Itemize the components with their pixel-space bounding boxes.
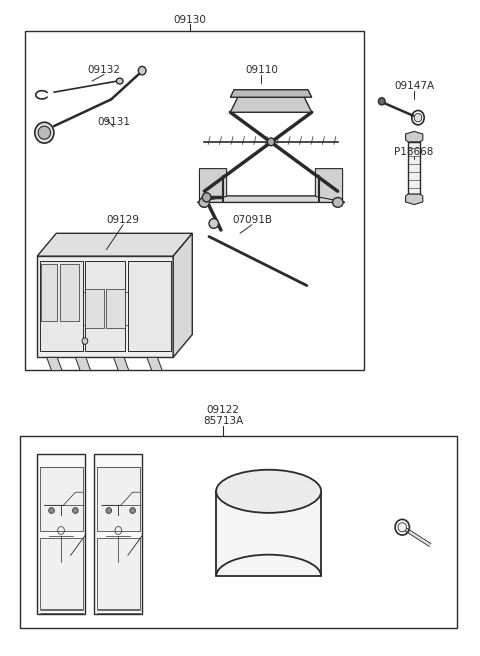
Bar bbox=[97, 467, 140, 531]
Polygon shape bbox=[39, 261, 83, 351]
Bar bbox=[85, 289, 104, 328]
Bar bbox=[107, 289, 124, 328]
Ellipse shape bbox=[130, 508, 135, 514]
Polygon shape bbox=[147, 358, 162, 371]
Bar bbox=[37, 454, 85, 614]
Bar bbox=[95, 454, 142, 614]
Text: 09132: 09132 bbox=[87, 65, 120, 75]
Bar bbox=[40, 264, 57, 321]
Ellipse shape bbox=[414, 113, 422, 122]
Text: 09122: 09122 bbox=[207, 405, 240, 415]
Bar bbox=[60, 264, 79, 321]
Ellipse shape bbox=[398, 523, 407, 532]
Polygon shape bbox=[114, 358, 129, 371]
Text: 07091B: 07091B bbox=[232, 215, 272, 225]
Ellipse shape bbox=[35, 122, 54, 143]
Ellipse shape bbox=[209, 218, 218, 228]
Bar bbox=[216, 491, 321, 576]
Bar bbox=[39, 467, 83, 531]
Text: 09110: 09110 bbox=[245, 65, 278, 75]
Polygon shape bbox=[230, 97, 312, 112]
Ellipse shape bbox=[138, 66, 146, 75]
Ellipse shape bbox=[72, 508, 78, 514]
Polygon shape bbox=[37, 256, 173, 358]
Text: 09130: 09130 bbox=[173, 14, 206, 25]
Ellipse shape bbox=[82, 338, 88, 344]
Ellipse shape bbox=[199, 197, 209, 207]
Polygon shape bbox=[199, 169, 227, 201]
Polygon shape bbox=[406, 131, 423, 142]
Ellipse shape bbox=[378, 98, 385, 105]
Ellipse shape bbox=[333, 197, 343, 207]
Text: 09129: 09129 bbox=[107, 215, 140, 225]
Ellipse shape bbox=[267, 138, 275, 146]
Ellipse shape bbox=[116, 78, 123, 84]
Polygon shape bbox=[85, 261, 125, 351]
Polygon shape bbox=[47, 358, 62, 371]
Text: P18668: P18668 bbox=[395, 147, 434, 157]
Polygon shape bbox=[75, 358, 91, 371]
Bar bbox=[97, 539, 140, 609]
Polygon shape bbox=[128, 261, 171, 351]
Ellipse shape bbox=[38, 126, 50, 139]
Polygon shape bbox=[315, 169, 343, 201]
Bar bbox=[21, 436, 457, 628]
Bar bbox=[25, 31, 364, 371]
Polygon shape bbox=[37, 234, 192, 256]
Text: 85713A: 85713A bbox=[203, 416, 243, 426]
Text: 09147A: 09147A bbox=[394, 81, 434, 91]
Bar bbox=[408, 142, 420, 194]
Text: 09131: 09131 bbox=[97, 117, 130, 127]
Ellipse shape bbox=[106, 508, 112, 514]
Ellipse shape bbox=[48, 508, 54, 514]
Ellipse shape bbox=[202, 193, 211, 202]
Ellipse shape bbox=[216, 470, 321, 513]
Polygon shape bbox=[173, 234, 192, 358]
Polygon shape bbox=[406, 194, 423, 205]
Polygon shape bbox=[230, 90, 312, 97]
Bar bbox=[39, 539, 83, 609]
Polygon shape bbox=[197, 196, 345, 203]
